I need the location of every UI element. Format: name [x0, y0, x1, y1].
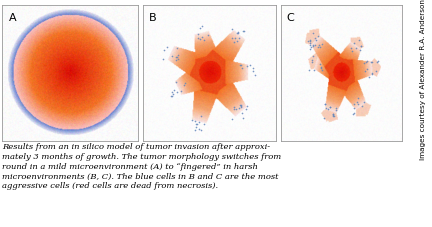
- Text: A: A: [9, 13, 16, 23]
- Text: C: C: [287, 13, 295, 23]
- Text: Images courtesy of Alexander R.A. Anderson: Images courtesy of Alexander R.A. Anders…: [419, 0, 426, 160]
- Text: Results from an in silico model of tumor invasion after approxi-
mately 3 months: Results from an in silico model of tumor…: [2, 143, 281, 190]
- Text: B: B: [149, 13, 157, 23]
